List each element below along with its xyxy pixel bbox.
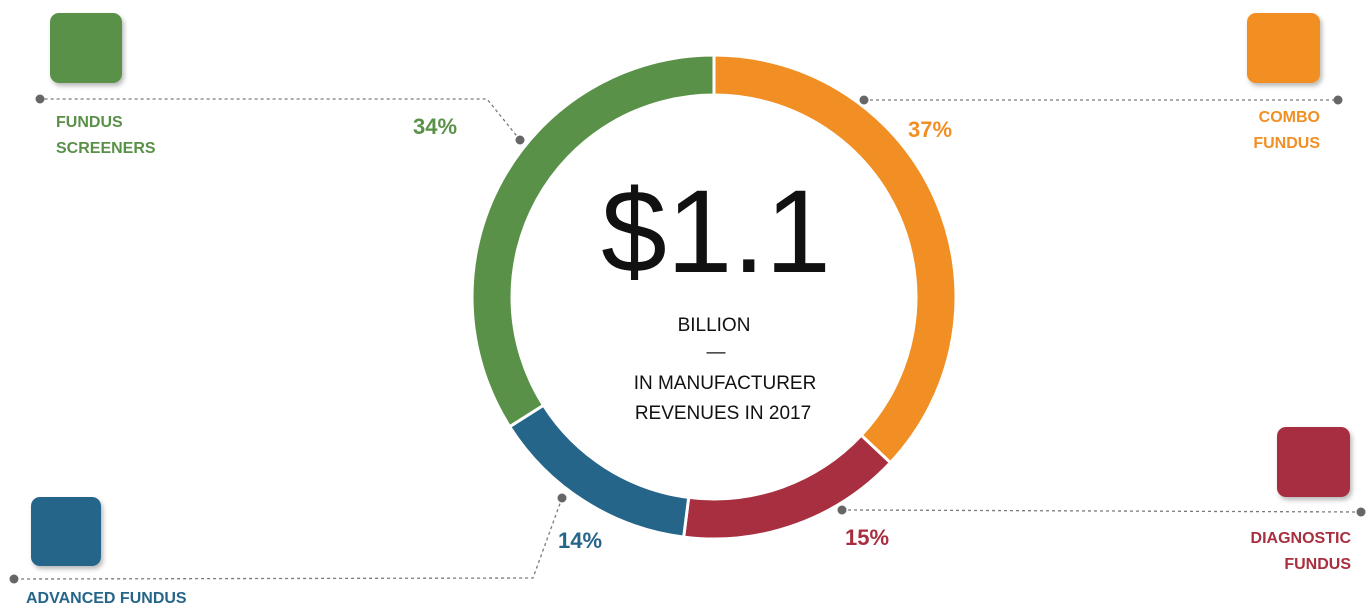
pct-label-screeners: 34% — [413, 114, 457, 139]
center-caption-line2: REVENUES IN 2017 — [635, 403, 811, 424]
category-label-combo-line2: FUNDUS — [1253, 135, 1320, 152]
category-label-diagnostic-line2: FUNDUS — [1284, 556, 1351, 573]
legend-swatch-combo — [1247, 13, 1320, 83]
pct-label-diagnostic: 15% — [845, 525, 889, 550]
leader-dot-advanced-start — [557, 493, 567, 503]
leader-dot-screeners-end — [35, 94, 45, 104]
callout-combo: 37% COMBO FUNDUS — [859, 13, 1343, 152]
leader-line-screeners — [40, 98, 521, 141]
pct-label-advanced: 14% — [558, 528, 602, 553]
leader-dot-screeners-start — [515, 135, 525, 145]
pct-label-combo: 37% — [908, 117, 952, 142]
leader-dot-advanced-end — [9, 574, 19, 584]
category-label-screeners-line1: FUNDUS — [56, 114, 123, 131]
leader-dot-diagnostic-end — [1356, 507, 1366, 517]
legend-swatch-diagnostic — [1277, 427, 1350, 497]
leader-dot-combo-start — [859, 95, 869, 105]
category-label-combo-line1: COMBO — [1259, 109, 1320, 126]
donut-ring — [470, 53, 958, 541]
center-unit: BILLION — [678, 315, 751, 336]
center-value: $1.1 — [601, 166, 831, 298]
donut-slice-advanced — [507, 403, 691, 539]
donut-slice-diagnostic — [681, 433, 893, 541]
center-summary: $1.1 BILLION — IN MANUFACTURER REVENUES … — [601, 166, 831, 424]
leader-dot-diagnostic-start — [837, 505, 847, 515]
center-caption-line1: IN MANUFACTURER — [634, 373, 817, 394]
callout-screeners: 34% FUNDUS SCREENERS — [35, 13, 525, 157]
callout-diagnostic: 15% DIAGNOSTIC FUNDUS — [837, 427, 1366, 573]
leader-line-advanced — [13, 497, 563, 580]
leader-line-diagnostic — [842, 509, 1362, 513]
legend-swatch-screeners — [50, 13, 122, 83]
category-label-screeners-line2: SCREENERS — [56, 140, 156, 157]
center-separator: — — [707, 342, 726, 363]
callout-advanced: 14% ADVANCED FUNDUS — [9, 493, 602, 605]
legend-swatch-advanced — [31, 497, 101, 566]
donut-slice-screeners — [470, 53, 716, 429]
category-label-diagnostic-line1: DIAGNOSTIC — [1251, 530, 1352, 547]
category-label-advanced: ADVANCED FUNDUS — [26, 590, 187, 605]
leader-dot-combo-end — [1333, 95, 1343, 105]
